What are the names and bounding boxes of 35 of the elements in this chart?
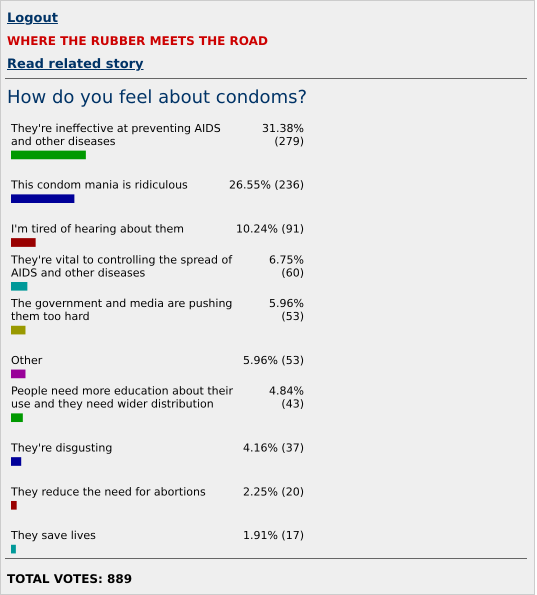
y-tick-label: They're ineffective at preventing AIDS and other diseases [10, 122, 221, 148]
text: Read related story [7, 57, 144, 72]
bar [11, 370, 26, 378]
data-label: 1.91% (17) [242, 529, 304, 542]
y-tick-label: I'm tired of hearing about them [11, 222, 184, 236]
bar [11, 326, 26, 334]
data-label: 5.96% (53) [269, 297, 304, 324]
y-tick-label: They save lives [10, 529, 96, 542]
y-tick-label: Other [11, 354, 43, 367]
bar [11, 413, 23, 422]
data-label: 26.55% (236) [228, 178, 304, 192]
text: WHERE THE RUBBER MEETS THE ROAD [7, 34, 268, 48]
data-label: 5.96% (53) [242, 354, 304, 367]
bar [11, 500, 17, 510]
y-tick-label: People need more education about their use and they need wider distribution [11, 384, 234, 411]
data-label: 2.25% (20) [242, 485, 304, 498]
text: TOTAL VOTES: 889 [7, 572, 132, 586]
bar [11, 150, 86, 160]
text: How do you feel about condoms? [7, 87, 308, 108]
data-label: 31.38% (279) [262, 122, 304, 148]
data-label: 4.16% (37) [242, 442, 304, 454]
data-label: 10.24% (91) [236, 222, 304, 236]
bar [11, 457, 22, 466]
data-label: 6.75% (60) [269, 253, 304, 280]
y-tick-label: They're disgusting [10, 442, 112, 454]
y-tick-label: They reduce the need for abortions [10, 485, 206, 498]
bar [11, 544, 16, 554]
y-tick-label: They're vital to controlling the spread of AIDS and other diseases [10, 253, 234, 280]
y-tick-label: This condom mania is ridiculous [10, 178, 188, 192]
bar [11, 194, 74, 204]
text: Logout [7, 11, 58, 26]
bar [11, 238, 36, 247]
bar [11, 282, 28, 291]
data-label: 4.84% (43) [269, 384, 304, 411]
y-tick-label: The government and media are pushing them too hard [10, 297, 232, 324]
